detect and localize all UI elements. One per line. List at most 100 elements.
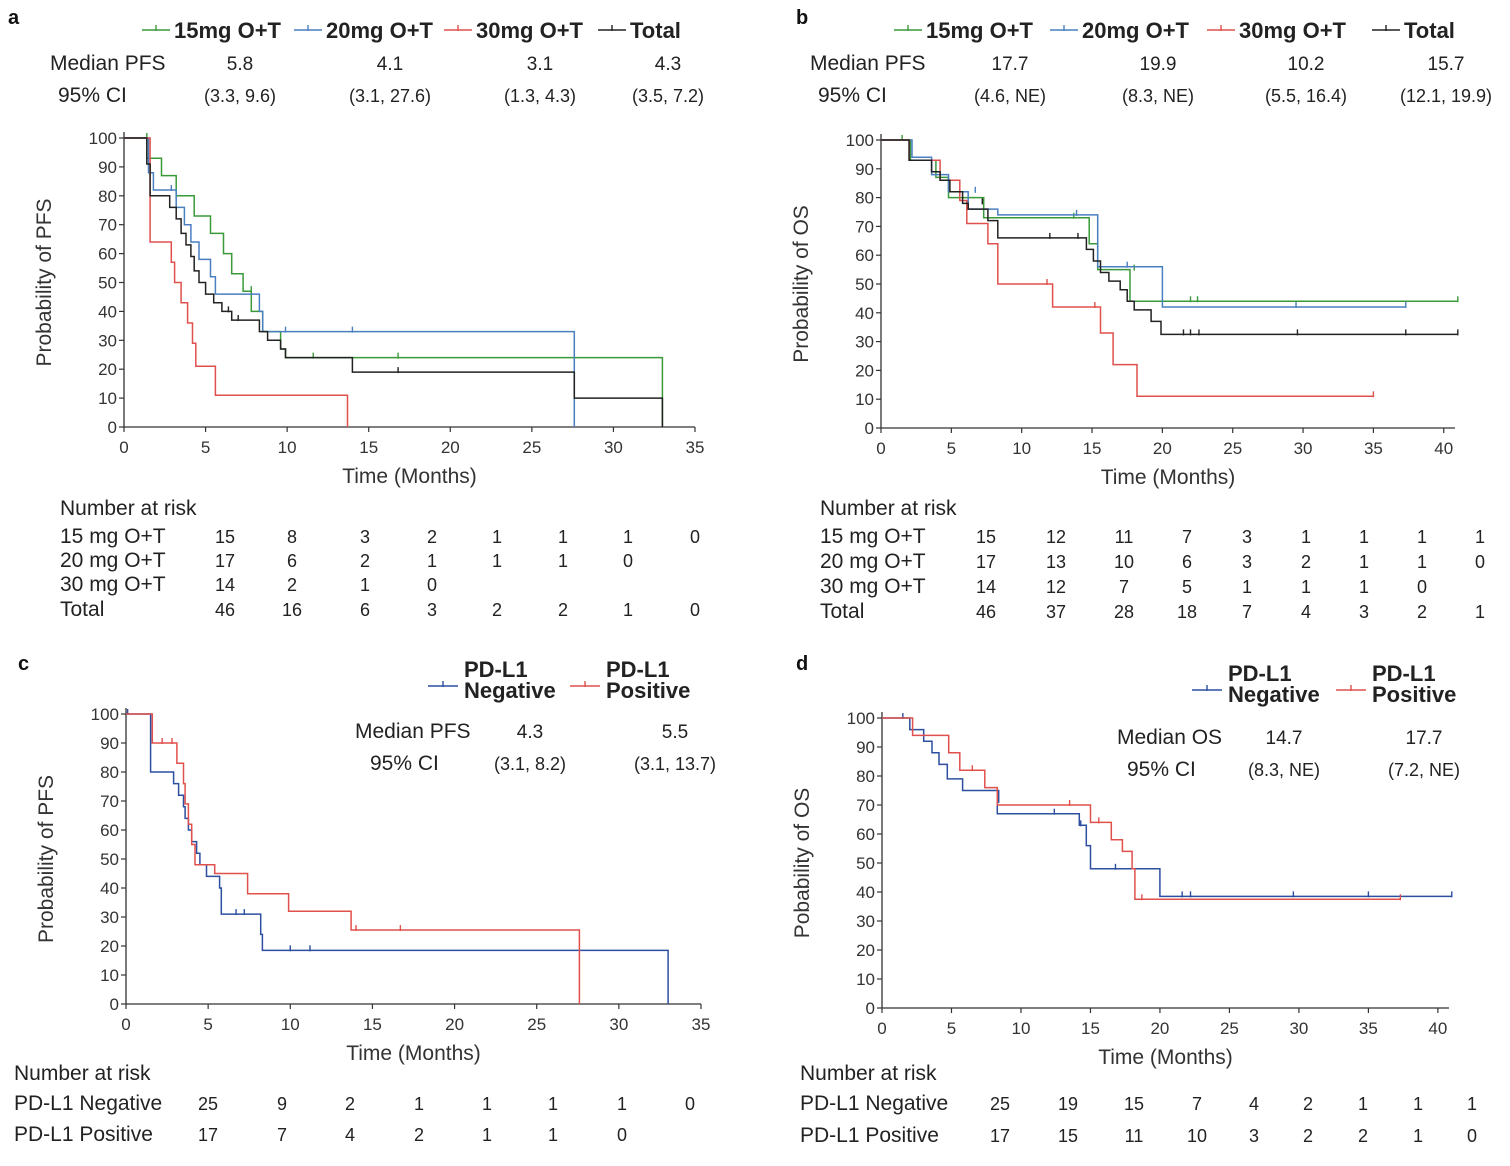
risk-row-label: 30 mg O+T xyxy=(820,575,926,598)
risk-value: 25 xyxy=(198,1094,218,1114)
x-tick-label: 5 xyxy=(203,1015,212,1034)
risk-value: 2 xyxy=(1301,552,1311,572)
risk-value: 1 xyxy=(1417,527,1427,547)
y-tick-label: 60 xyxy=(100,821,119,840)
legend-label: 15mg O+T xyxy=(174,18,282,43)
legend-label: 20mg O+T xyxy=(326,18,434,43)
x-tick-label: 0 xyxy=(119,438,128,457)
y-tick-label: 20 xyxy=(100,937,119,956)
risk-value: 5 xyxy=(1182,577,1192,597)
km-curve-pd-l1-positive xyxy=(882,717,1401,901)
stats-median-value: 4.3 xyxy=(517,722,543,743)
risk-value: 1 xyxy=(1359,577,1369,597)
x-tick-label: 30 xyxy=(604,438,623,457)
risk-row-label: 20 mg O+T xyxy=(820,550,926,573)
legend-label: PD-L1 xyxy=(464,657,528,682)
risk-value: 2 xyxy=(427,527,437,547)
y-tick-label: 30 xyxy=(855,333,874,352)
risk-value: 1 xyxy=(414,1094,424,1114)
y-tick-label: 70 xyxy=(100,792,119,811)
panel-letter: c xyxy=(18,653,29,675)
y-tick-label: 10 xyxy=(100,966,119,985)
risk-row-label: 15 mg O+T xyxy=(60,525,166,548)
x-tick-label: 15 xyxy=(1081,1019,1100,1038)
stats-median-label: Median PFS xyxy=(355,720,471,743)
x-tick-label: 30 xyxy=(1294,439,1313,458)
risk-value: 4 xyxy=(1249,1094,1259,1114)
y-tick-label: 20 xyxy=(855,361,874,380)
risk-value: 0 xyxy=(623,551,633,571)
risk-value: 2 xyxy=(1303,1126,1313,1146)
km-curve-30mg-o-t xyxy=(881,139,1374,398)
risk-value: 17 xyxy=(990,1126,1010,1146)
x-tick-label: 35 xyxy=(1364,439,1383,458)
risk-value: 3 xyxy=(427,600,437,620)
risk-value: 1 xyxy=(360,575,370,595)
risk-value: 12 xyxy=(1046,527,1066,547)
stats-ci-value: (7.2, NE) xyxy=(1388,760,1460,780)
stats-ci-value: (4.6, NE) xyxy=(974,86,1046,106)
x-tick-label: 20 xyxy=(1150,1019,1169,1038)
risk-value: 37 xyxy=(1046,602,1066,622)
y-tick-label: 100 xyxy=(91,705,119,724)
risk-value: 17 xyxy=(215,551,235,571)
x-tick-label: 25 xyxy=(1220,1019,1239,1038)
y-tick-label: 80 xyxy=(100,763,119,782)
risk-value: 0 xyxy=(1417,577,1427,597)
legend-label: Negative xyxy=(464,678,556,703)
y-tick-label: 90 xyxy=(98,158,117,177)
stats-median-value: 3.1 xyxy=(527,54,553,75)
risk-value: 1 xyxy=(482,1094,492,1114)
risk-value: 1 xyxy=(1242,577,1252,597)
legend-label: 30mg O+T xyxy=(1239,18,1347,43)
panel-letter: d xyxy=(796,653,808,675)
risk-row-label: Total xyxy=(820,600,864,623)
stats-ci-value: (5.5, 16.4) xyxy=(1265,86,1347,106)
risk-value: 7 xyxy=(1182,527,1192,547)
risk-value: 11 xyxy=(1125,1126,1144,1146)
km-curve-pd-l1-positive xyxy=(126,713,581,1004)
risk-value: 2 xyxy=(414,1125,424,1145)
risk-value: 12 xyxy=(1046,577,1066,597)
y-tick-label: 50 xyxy=(856,854,875,873)
y-tick-label: 0 xyxy=(110,995,119,1014)
y-tick-label: 40 xyxy=(855,304,874,323)
y-tick-label: 40 xyxy=(100,879,119,898)
stats-median-value: 5.5 xyxy=(662,722,688,743)
y-tick-label: 40 xyxy=(98,302,117,321)
x-tick-label: 25 xyxy=(522,438,541,457)
risk-value: 28 xyxy=(1114,602,1134,622)
x-tick-label: 0 xyxy=(876,439,885,458)
x-tick-label: 10 xyxy=(1012,439,1031,458)
risk-value: 1 xyxy=(548,1125,558,1145)
y-axis-label: Probability of PFS xyxy=(33,198,56,366)
risk-value: 6 xyxy=(287,551,297,571)
y-tick-label: 70 xyxy=(856,796,875,815)
y-tick-label: 10 xyxy=(855,390,874,409)
y-tick-label: 60 xyxy=(98,245,117,264)
risk-value: 0 xyxy=(690,527,700,547)
y-tick-label: 0 xyxy=(866,999,875,1018)
stats-median-label: Median PFS xyxy=(50,52,166,75)
x-tick-label: 0 xyxy=(121,1015,130,1034)
risk-value: 14 xyxy=(215,575,235,595)
panel-letter: b xyxy=(796,7,808,29)
risk-table-title: Number at risk xyxy=(820,497,957,520)
y-axis-label: Probability of PFS xyxy=(35,775,58,943)
y-tick-label: 90 xyxy=(856,738,875,757)
risk-value: 11 xyxy=(1115,527,1134,547)
risk-value: 10 xyxy=(1187,1126,1207,1146)
risk-value: 4 xyxy=(1301,602,1311,622)
y-tick-label: 60 xyxy=(856,825,875,844)
stats-median-value: 19.9 xyxy=(1140,54,1177,75)
stats-ci-value: (1.3, 4.3) xyxy=(504,86,576,106)
risk-row-label: PD-L1 Negative xyxy=(14,1092,162,1115)
risk-value: 1 xyxy=(1417,552,1427,572)
risk-value: 2 xyxy=(1417,602,1427,622)
y-tick-label: 30 xyxy=(98,331,117,350)
risk-row-label: PD-L1 Positive xyxy=(800,1124,939,1147)
risk-value: 18 xyxy=(1177,602,1197,622)
stats-median-label: Median PFS xyxy=(810,52,926,75)
y-tick-label: 70 xyxy=(855,217,874,236)
risk-value: 0 xyxy=(685,1094,695,1114)
